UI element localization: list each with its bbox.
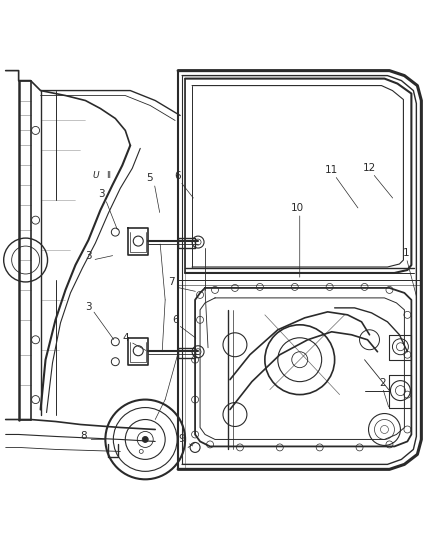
Text: 2: 2 — [379, 378, 386, 387]
Text: 8: 8 — [80, 431, 87, 441]
Text: U: U — [92, 171, 99, 180]
Text: 6: 6 — [172, 315, 178, 325]
Text: II: II — [106, 171, 111, 180]
Text: 11: 11 — [325, 165, 338, 175]
Text: 3: 3 — [85, 251, 92, 261]
Text: 4: 4 — [122, 333, 129, 343]
Text: 6: 6 — [174, 171, 180, 181]
Text: 1: 1 — [403, 248, 410, 258]
Text: 3: 3 — [98, 189, 105, 199]
Text: 10: 10 — [291, 203, 304, 213]
Text: 9: 9 — [179, 434, 185, 445]
Text: 5: 5 — [146, 173, 152, 183]
Text: 7: 7 — [168, 277, 174, 287]
Text: 3: 3 — [85, 302, 92, 312]
Circle shape — [142, 437, 148, 442]
Text: 12: 12 — [363, 163, 376, 173]
